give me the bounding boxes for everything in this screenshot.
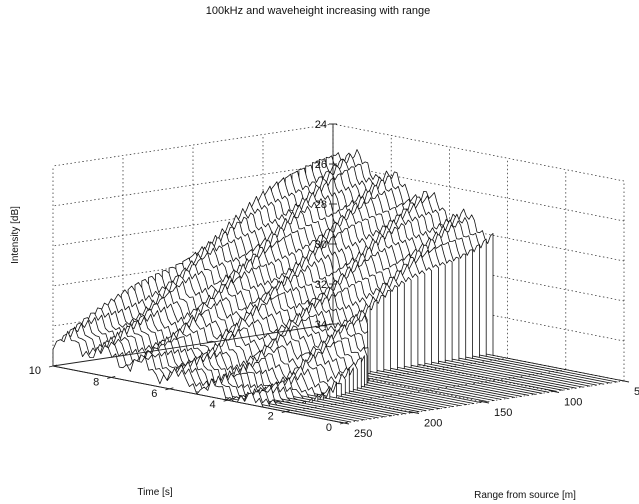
surface-ridge (161, 269, 454, 407)
time-tick-mark (165, 387, 174, 391)
time-tick-mark (281, 410, 290, 414)
range-tick-mark (408, 411, 420, 414)
y-axis-label: Time [s] (137, 487, 172, 498)
range-tick-mark (338, 421, 350, 425)
z-tick-label: 26 (315, 159, 327, 171)
time-tick-label: 4 (209, 399, 215, 411)
time-tick-label: 10 (29, 365, 41, 377)
surface-ridge (127, 285, 420, 413)
surface-ridge (155, 273, 447, 408)
gridline-back-z (332, 123, 625, 182)
time-axis-line (52, 323, 334, 367)
z-tick-label: 32 (315, 279, 327, 291)
z-tick-label: 24 (315, 119, 327, 131)
axes-frame (52, 124, 345, 424)
range-tick-label: 50 (634, 386, 639, 398)
range-tick-mark (548, 390, 560, 393)
range-axis-line (52, 365, 345, 424)
surface-ridge (175, 257, 468, 405)
range-tick-mark (618, 379, 630, 383)
range-tick-label: 250 (354, 428, 372, 440)
z-tick-label: 34 (315, 319, 327, 331)
time-axis-ticks: 0 2 4 6 8 10 (29, 364, 349, 434)
time-tick-label: 6 (151, 388, 157, 400)
range-tick-mark (478, 400, 490, 404)
surface-ridge (168, 264, 461, 406)
time-tick-label: 2 (268, 411, 274, 423)
z-tick-label: 30 (315, 239, 327, 251)
surface (52, 149, 625, 424)
surface-ridge (141, 279, 434, 411)
surface-ridge (148, 276, 440, 410)
time-tick-mark (48, 364, 58, 368)
range-tick-label: 150 (494, 407, 512, 419)
time-tick-mark (107, 375, 116, 379)
gridline-back-z (332, 163, 625, 222)
chart-title: 100kHz and waveheight increasing with ra… (206, 5, 430, 17)
range-tick-label: 100 (564, 397, 582, 409)
z-axis-ticks: 24 26 28 30 32 34 (315, 119, 337, 331)
range-axis-ticks: 50 100 150 200 250 (338, 379, 639, 440)
range-tick-label: 200 (424, 418, 442, 430)
time-tick-label: 8 (93, 376, 99, 388)
z-axis-label: Intensity [dB] (10, 206, 21, 264)
surface-ridge (134, 282, 427, 412)
z-tick-label: 28 (315, 199, 327, 211)
time-tick-label: 0 (326, 422, 332, 434)
time-tick-mark (223, 398, 232, 402)
x-axis-label: Range from source [m] (474, 490, 576, 501)
surface-ridge (120, 289, 413, 414)
